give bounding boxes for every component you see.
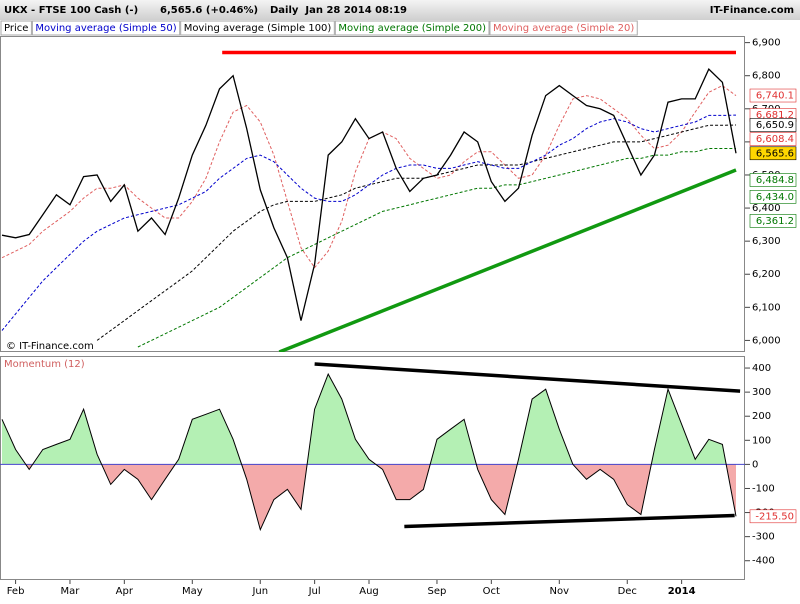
panel-title: Momentum (12) — [4, 359, 85, 370]
series-line — [137, 148, 736, 348]
series-line — [96, 124, 737, 341]
legend-box — [334, 20, 490, 36]
x-tick-label: Jul — [308, 586, 321, 597]
x-tick-label: Apr — [116, 586, 134, 597]
legend-entry: Moving average (Simple 200) — [338, 23, 486, 34]
side-label-box — [749, 132, 797, 146]
x-tick-label: Aug — [359, 586, 379, 597]
side-label: -215.50 — [755, 511, 794, 522]
main-frame — [0, 36, 745, 352]
legend-entry: Price — [4, 23, 28, 34]
symbol: UKX - FTSE 100 Cash (-) — [4, 5, 138, 16]
side-label: 6,361.2 — [756, 216, 794, 227]
x-tick-label: Nov — [550, 586, 570, 597]
y-tick-label: 400 — [752, 363, 771, 374]
trendline — [314, 362, 741, 393]
side-label: 6,650.9 — [756, 120, 794, 131]
x-tick-label: Mar — [61, 586, 81, 597]
x-tick-label: May — [182, 586, 203, 597]
momentum-line — [1, 372, 737, 532]
trendline — [278, 168, 737, 352]
side-label-box — [749, 146, 797, 161]
y-tick-label: -400 — [752, 556, 775, 567]
y-tick-label: 6,300 — [752, 236, 781, 247]
legend-entry: Moving average (Simple 20) — [493, 23, 634, 34]
y-tick-label: 6,800 — [752, 71, 781, 82]
plot-area — [1, 50, 737, 352]
legend-box — [180, 20, 335, 36]
area-negative — [25, 464, 736, 530]
side-label: 6,484.8 — [756, 175, 794, 186]
x-tick-label: Sep — [428, 586, 447, 597]
last-price: 6,565.6 (+0.46%) — [160, 5, 258, 16]
y-tick-label: 100 — [752, 435, 771, 446]
x-tick-label: Jun — [251, 586, 268, 597]
side-label-box — [749, 173, 797, 187]
side-label-box — [749, 509, 797, 524]
side-label: 6,434.0 — [756, 192, 794, 203]
x-tick-label: Oct — [483, 586, 500, 597]
x-tick-label: 2014 — [668, 586, 696, 597]
watermark: © IT-Finance.com — [6, 341, 94, 352]
title-box — [1, 357, 77, 371]
y-tick-label: 6,400 — [752, 203, 781, 214]
legend-entry: Moving average (Simple 50) — [35, 23, 176, 34]
y-tick-label: 6,100 — [752, 302, 781, 313]
legend-box — [0, 20, 32, 36]
brand: IT-Finance.com — [710, 5, 794, 16]
side-label: 6,681.2 — [756, 110, 794, 121]
area-positive — [2, 374, 736, 465]
x-tick-label: Dec — [618, 586, 637, 597]
header-bar — [0, 0, 800, 20]
period: Daily Jan 28 2014 08:19 — [270, 5, 407, 16]
y-tick-label: 6,900 — [752, 38, 781, 49]
side-label-box — [749, 88, 797, 103]
side-label: 6,740.1 — [756, 91, 794, 102]
x-tick-label: Feb — [7, 586, 25, 597]
trendline — [404, 513, 735, 529]
legend-box — [31, 20, 181, 36]
series-line — [1, 85, 737, 269]
y-tick-label: 0 — [752, 459, 758, 470]
y-tick-label: -300 — [752, 532, 775, 543]
side-label-box — [749, 214, 797, 228]
y-tick-label: 6,200 — [752, 269, 781, 280]
plot-area — [0, 362, 745, 532]
legend-entry: Moving average (Simple 100) — [184, 23, 332, 34]
side-label-box — [749, 190, 797, 204]
side-label-box — [749, 118, 797, 132]
y-tick-label: 6,000 — [752, 335, 781, 346]
y-tick-label: 200 — [752, 411, 771, 422]
side-label: 6,608.4 — [756, 134, 794, 145]
momentum-frame — [0, 356, 745, 580]
y-tick-label: -100 — [752, 483, 775, 494]
y-tick-label: 300 — [752, 387, 771, 398]
series-line — [1, 114, 737, 331]
side-label: 6,565.6 — [756, 148, 794, 159]
legend-box — [489, 20, 638, 36]
series-line — [1, 67, 737, 321]
